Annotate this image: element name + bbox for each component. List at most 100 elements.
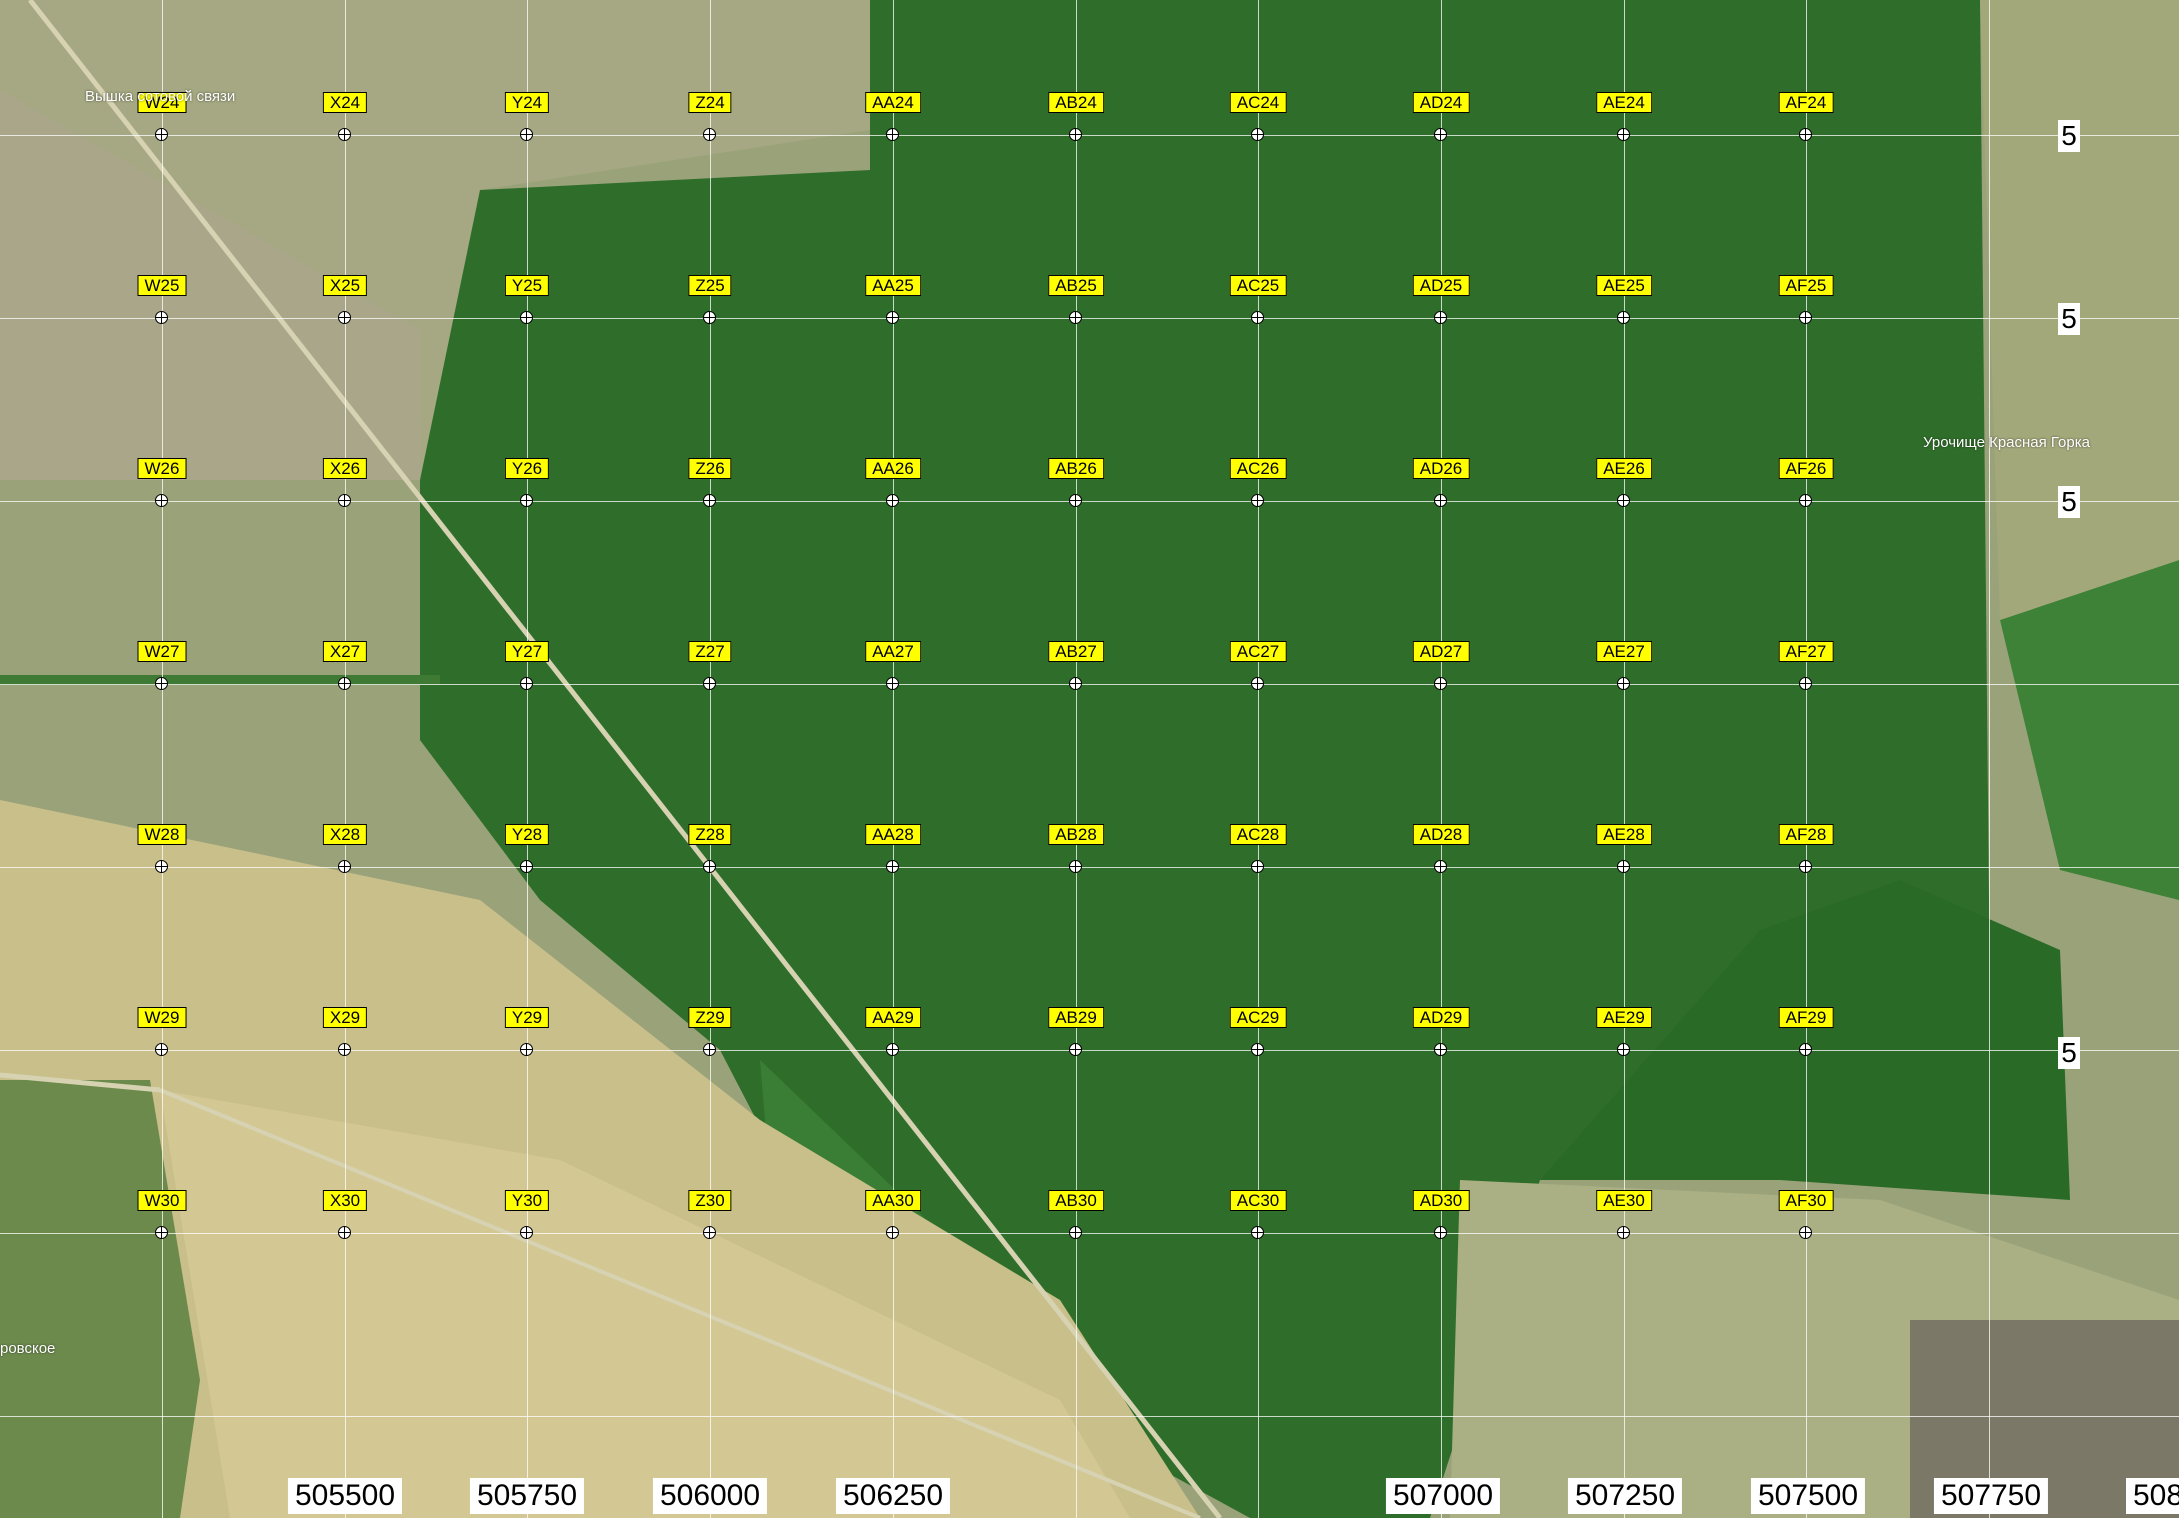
grid-cell-label: Z26 [688,458,732,479]
grid-cell-label: W25 [137,275,187,296]
northing-label: 5 [2058,120,2080,152]
grid-cell-label: Y24 [504,92,550,113]
grid-cell-label: AC26 [1229,458,1287,479]
crosshair-icon [1434,128,1447,141]
grid-line-horizontal [0,318,2179,319]
crosshair-icon [1617,860,1630,873]
crosshair-icon [155,128,168,141]
grid-cell-label: AD25 [1412,275,1470,296]
grid-cell-label: AA24 [865,92,921,113]
crosshair-icon [1617,494,1630,507]
crosshair-icon [1799,311,1812,324]
grid-cell-label: AF27 [1778,641,1834,662]
grid-cell-label: AB26 [1048,458,1104,479]
crosshair-icon [1434,311,1447,324]
grid-cell-label: Y28 [504,824,550,845]
grid-line-vertical [710,0,711,1518]
grid-cell-label: X30 [322,1190,368,1211]
place-label-krasnaya-gorka: Урочище Красная Горка [1923,434,2090,451]
grid-cell-label: Z24 [688,92,732,113]
crosshair-icon [520,1043,533,1056]
crosshair-icon [520,860,533,873]
crosshair-icon [520,311,533,324]
grid-cell-label: Y25 [504,275,550,296]
grid-line-vertical [1806,0,1807,1518]
crosshair-icon [1617,128,1630,141]
grid-line-vertical [162,0,163,1518]
grid-cell-label: AB30 [1048,1190,1104,1211]
crosshair-icon [520,1226,533,1239]
easting-label: 507000 [1385,1478,1501,1514]
grid-cell-label: Z25 [688,275,732,296]
crosshair-icon [1069,860,1082,873]
crosshair-icon [886,1226,899,1239]
grid-cell-label: AE25 [1596,275,1652,296]
crosshair-icon [1434,1226,1447,1239]
crosshair-icon [886,128,899,141]
grid-cell-label: AD24 [1412,92,1470,113]
easting-label: 507750 [1933,1478,2049,1514]
easting-label: 507250 [1567,1478,1683,1514]
easting-label: 506250 [835,1478,951,1514]
crosshair-icon [703,1043,716,1056]
grid-line-horizontal [0,1233,2179,1234]
grid-cell-label: Y29 [504,1007,550,1028]
crosshair-icon [1251,494,1264,507]
crosshair-icon [1251,1043,1264,1056]
crosshair-icon [338,128,351,141]
place-label-tower: Вышка сотовой связи [85,88,236,105]
grid-cell-label: Y27 [504,641,550,662]
grid-cell-label: AE30 [1596,1190,1652,1211]
crosshair-icon [1617,677,1630,690]
grid-line-vertical [1076,0,1077,1518]
grid-cell-label: Z29 [688,1007,732,1028]
crosshair-icon [1617,311,1630,324]
grid-cell-label: X25 [322,275,368,296]
crosshair-icon [886,860,899,873]
grid-cell-label: AA26 [865,458,921,479]
grid-cell-label: AD28 [1412,824,1470,845]
grid-cell-label: AE27 [1596,641,1652,662]
grid-cell-label: AE24 [1596,92,1652,113]
crosshair-icon [1251,677,1264,690]
grid-cell-label: AA25 [865,275,921,296]
grid-cell-label: Y30 [504,1190,550,1211]
crosshair-icon [703,677,716,690]
grid-cell-label: AE28 [1596,824,1652,845]
northing-label: 5 [2058,303,2080,335]
grid-line-horizontal [0,1050,2179,1051]
grid-cell-label: AF28 [1778,824,1834,845]
crosshair-icon [520,494,533,507]
crosshair-icon [520,128,533,141]
crosshair-icon [155,494,168,507]
crosshair-icon [1069,311,1082,324]
grid-cell-label: X28 [322,824,368,845]
grid-cell-label: AE26 [1596,458,1652,479]
crosshair-icon [155,311,168,324]
grid-cell-label: AB28 [1048,824,1104,845]
crosshair-icon [1434,677,1447,690]
crosshair-icon [1799,494,1812,507]
crosshair-icon [1434,1043,1447,1056]
grid-line-vertical [893,0,894,1518]
grid-cell-label: AF26 [1778,458,1834,479]
crosshair-icon [1069,1043,1082,1056]
crosshair-icon [338,677,351,690]
crosshair-icon [1799,860,1812,873]
grid-cell-label: AF25 [1778,275,1834,296]
grid-cell-label: AC29 [1229,1007,1287,1028]
crosshair-icon [1069,677,1082,690]
grid-cell-label: AE29 [1596,1007,1652,1028]
easting-label: 505500 [287,1478,403,1514]
grid-cell-label: X27 [322,641,368,662]
grid-cell-label: Z30 [688,1190,732,1211]
grid-cell-label: AF30 [1778,1190,1834,1211]
crosshair-icon [1251,128,1264,141]
crosshair-icon [886,311,899,324]
crosshair-icon [520,677,533,690]
grid-cell-label: AB25 [1048,275,1104,296]
grid-cell-label: AD29 [1412,1007,1470,1028]
grid-cell-label: AB27 [1048,641,1104,662]
